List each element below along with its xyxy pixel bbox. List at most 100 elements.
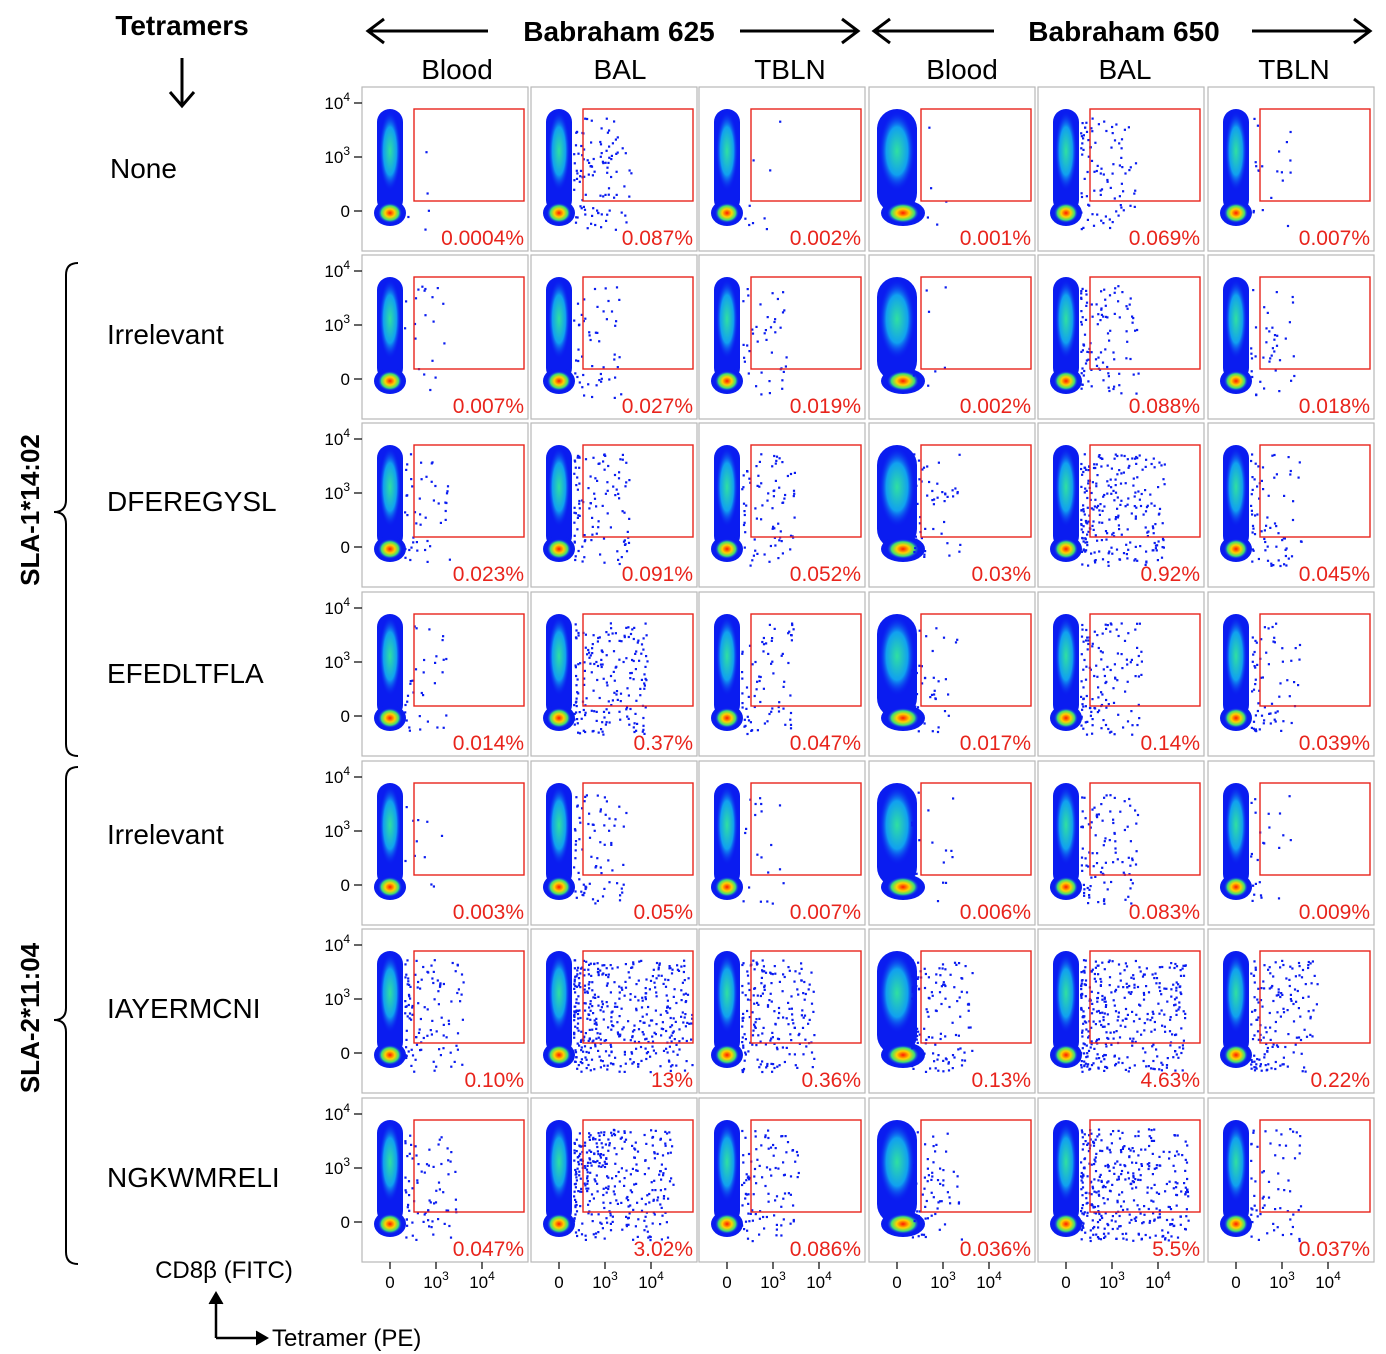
event-dot — [1264, 1064, 1267, 1067]
event-dot — [1097, 1237, 1100, 1240]
event-dot — [1095, 813, 1098, 816]
population-core — [379, 953, 401, 1033]
event-dot — [637, 1218, 640, 1221]
event-dot — [593, 492, 596, 495]
event-dot — [419, 513, 422, 516]
event-dot — [593, 993, 596, 996]
event-dot — [770, 639, 773, 642]
event-dot — [918, 987, 921, 990]
event-dot — [598, 1138, 601, 1141]
event-dot — [1117, 1178, 1120, 1181]
event-dot — [643, 732, 646, 735]
event-dot — [1146, 531, 1149, 534]
event-dot — [936, 1207, 939, 1210]
event-dot — [1290, 379, 1293, 382]
gate-rectangle — [1089, 276, 1201, 370]
event-dot — [573, 987, 576, 990]
event-dot — [1300, 1052, 1303, 1055]
event-dot — [584, 795, 587, 798]
flow-panel: 0.086% — [698, 1097, 866, 1263]
event-dot — [447, 1022, 451, 1026]
event-dot — [790, 995, 793, 998]
event-dot — [1252, 289, 1255, 292]
event-dot — [1138, 1168, 1141, 1171]
event-dot — [642, 728, 645, 731]
event-dot — [1253, 1054, 1256, 1057]
event-dot — [763, 986, 766, 989]
event-dot — [609, 1222, 612, 1225]
event-dot — [673, 1038, 676, 1041]
event-dot — [1125, 543, 1128, 546]
event-dot — [1099, 1238, 1103, 1241]
event-dot — [1274, 1020, 1277, 1024]
event-dot — [573, 534, 576, 537]
event-dot — [607, 193, 610, 196]
event-dot — [931, 499, 934, 502]
event-dot — [914, 547, 917, 550]
event-dot — [1112, 821, 1115, 825]
event-dot — [1123, 828, 1126, 832]
y-tick-label: 103 — [324, 144, 350, 167]
population-core — [548, 447, 570, 527]
event-dot — [1090, 710, 1093, 713]
event-dot — [408, 1194, 411, 1197]
event-dot — [605, 1186, 608, 1189]
event-dot — [1152, 1043, 1155, 1046]
event-dot — [420, 461, 423, 464]
event-dot — [615, 1199, 618, 1202]
event-dot — [1094, 1170, 1098, 1173]
event-dot — [1100, 219, 1103, 222]
event-dot — [1081, 1224, 1084, 1227]
gate-percentage: 0.014% — [453, 732, 524, 755]
event-dot — [675, 1001, 678, 1005]
event-dot — [1168, 1180, 1171, 1183]
event-dot — [574, 1051, 578, 1054]
event-dot — [741, 1129, 744, 1133]
event-dot — [1080, 387, 1083, 390]
event-dot — [590, 1213, 593, 1216]
event-dot — [441, 639, 444, 642]
event-dot — [603, 1064, 606, 1067]
event-dot — [433, 1202, 436, 1205]
event-dot — [1251, 660, 1254, 663]
event-dot — [666, 1051, 669, 1054]
event-dot — [1101, 1216, 1104, 1220]
x-tick-label: 104 — [1145, 1269, 1171, 1292]
event-dot — [451, 961, 454, 965]
event-dot — [1080, 1064, 1083, 1067]
event-dot — [912, 374, 915, 377]
event-dot — [1152, 1059, 1155, 1063]
event-dot — [917, 1215, 920, 1218]
event-dot — [915, 538, 918, 541]
event-dot — [413, 625, 416, 628]
event-dot — [1104, 1005, 1107, 1008]
event-dot — [602, 1010, 605, 1013]
tissue-label: TBLN — [1258, 54, 1330, 85]
event-dot — [676, 1053, 679, 1056]
event-dot — [1131, 1187, 1134, 1190]
event-dot — [762, 636, 765, 640]
event-dot — [591, 989, 594, 992]
event-dot — [615, 1175, 618, 1178]
event-dot — [1156, 544, 1159, 547]
event-dot — [1261, 466, 1265, 469]
event-dot — [785, 1017, 788, 1020]
event-dot — [1142, 513, 1145, 516]
event-dot — [1093, 1225, 1096, 1229]
event-dot — [952, 1170, 955, 1173]
event-dot — [773, 1066, 776, 1070]
event-dot — [652, 1199, 655, 1202]
event-dot — [921, 1054, 924, 1057]
event-dots — [1080, 117, 1138, 231]
event-dot — [1155, 1207, 1158, 1210]
event-dot — [600, 1222, 603, 1225]
event-dot — [1129, 1037, 1132, 1040]
event-dot — [619, 894, 622, 897]
gate-percentage: 0.047% — [790, 732, 861, 755]
x-tick-label: 0 — [1231, 1273, 1240, 1292]
event-dot — [1130, 658, 1133, 661]
event-dot — [1130, 1182, 1133, 1185]
event-dot — [773, 454, 776, 458]
event-dot — [1121, 291, 1124, 294]
event-dot — [761, 1176, 764, 1179]
